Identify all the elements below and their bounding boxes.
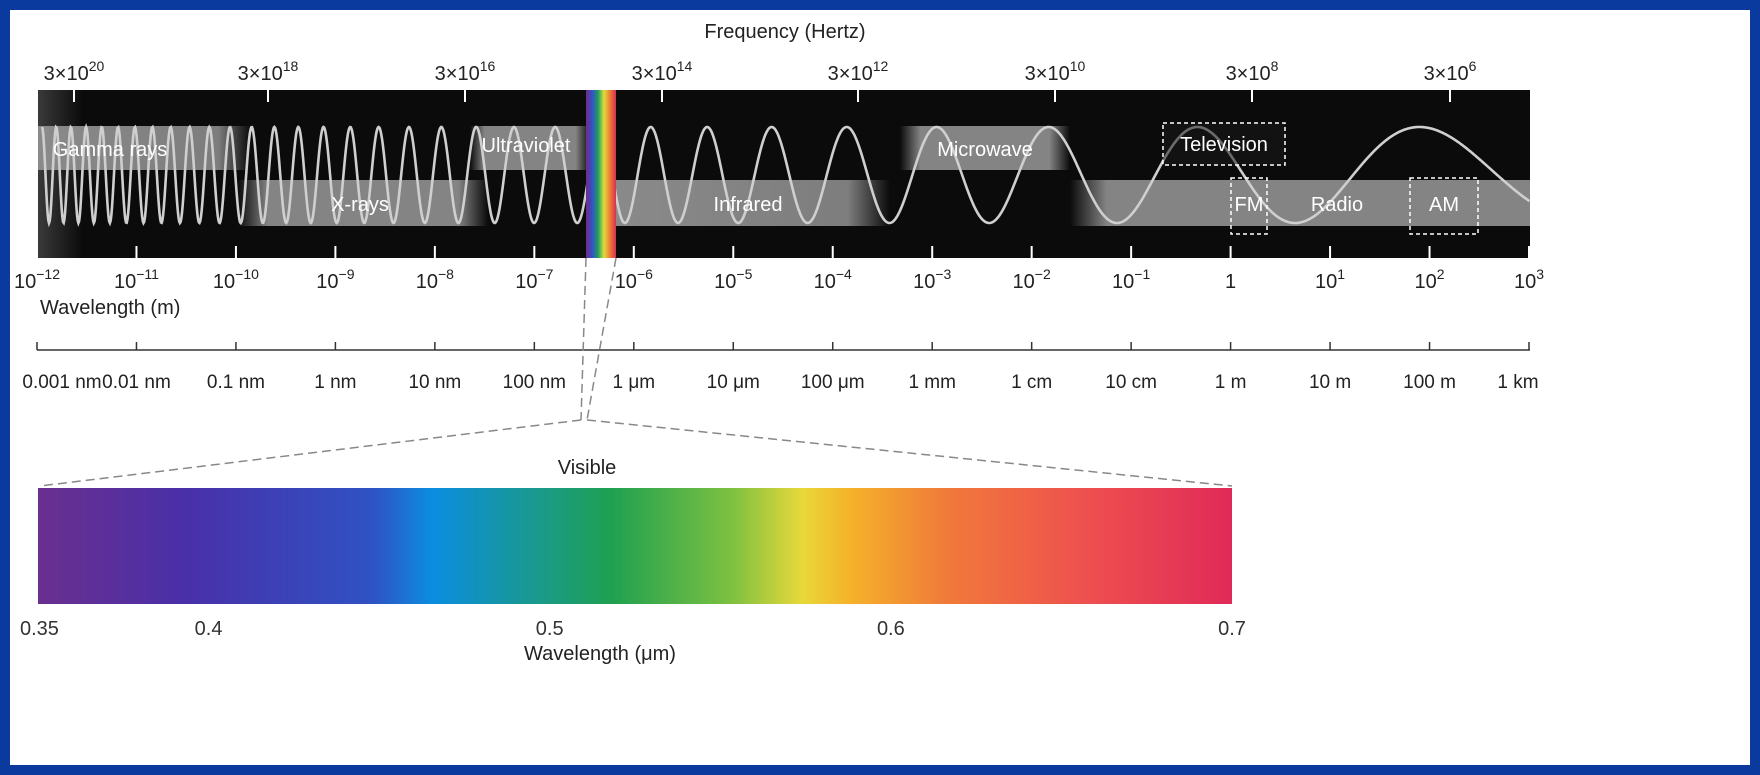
visible-title: Visible (558, 457, 617, 479)
visible-tick-labels: 0.35 0.4 0.5 0.6 0.7 (20, 618, 1246, 640)
frequency-tick-label: 3×1020 (44, 58, 105, 85)
radio-label: Radio (1311, 194, 1363, 216)
gamma-rays-label: Gamma rays (53, 139, 167, 161)
infrared-band (610, 180, 890, 226)
television-box (1162, 122, 1286, 166)
length-scale-label: 0.001 nm (22, 372, 101, 393)
length-scale-label: 1 nm (314, 372, 356, 393)
strip-bottom-ticks (36, 246, 1530, 258)
radio-band (1070, 180, 1530, 226)
ultraviolet-label: Ultraviolet (482, 135, 571, 157)
wavelength-tick-label: 10−8 (416, 266, 454, 293)
wavelength-tick-label: 10−7 (515, 266, 553, 293)
frequency-axis-title: Frequency (Hertz) (704, 21, 865, 43)
wavelength-tick-label: 10−6 (615, 266, 653, 293)
am-box (1409, 177, 1479, 235)
wavelength-tick-label: 103 (1514, 266, 1544, 293)
wavelength-tick-label: 10−2 (1013, 266, 1051, 293)
length-scale-label: 100 μm (801, 372, 865, 393)
visible-tick-label: 0.7 (1218, 618, 1246, 640)
visible-axis-title: Wavelength (μm) (524, 643, 676, 665)
length-scale-label: 1 m (1215, 372, 1247, 393)
length-scale-label: 10 μm (707, 372, 760, 393)
wavelength-tick-label: 10−4 (814, 266, 852, 293)
length-scale-label: 1 μm (612, 372, 655, 393)
frequency-tick-label: 3×1012 (828, 58, 889, 85)
strip-top-ticks (73, 90, 1451, 102)
wavelength-axis-title: Wavelength (m) (40, 297, 180, 319)
electromagnetic-spectrum-diagram: Frequency (Hertz) 3×1020 3×1018 3×1016 3×10… (14, 21, 1544, 665)
length-scale-label: 100 m (1403, 372, 1456, 393)
length-scale-label: 1 km (1497, 372, 1538, 393)
length-scale-label: 10 m (1309, 372, 1351, 393)
frequency-tick-labels: 3×1020 3×1018 3×1016 3×1014 3×1012 3×1010 3×10… (44, 58, 1477, 85)
length-scale-label: 10 cm (1105, 372, 1157, 393)
wavelength-tick-label: 1 (1225, 271, 1236, 293)
frequency-tick-label: 3×1016 (435, 58, 496, 85)
length-scale-label: 0.1 nm (207, 372, 265, 393)
zoom-guide-right-vertical (586, 257, 617, 421)
wavelength-tick-labels: 10−12 10−11 10−10 10−9 10−8 10−7 10−6 10−5 10−4 1… (14, 266, 1544, 293)
zoom-guide-left (39, 419, 582, 487)
zoom-guide-right (586, 419, 1233, 487)
am-label: AM (1429, 194, 1459, 216)
frequency-tick-label: 3×1018 (238, 58, 299, 85)
frequency-tick-label: 3×108 (1226, 58, 1279, 85)
zoom-guide-left-vertical (580, 257, 587, 421)
visible-tick-label: 0.6 (877, 618, 905, 640)
wavelength-tick-label: 102 (1415, 266, 1445, 293)
length-scale-label: 1 mm (908, 372, 956, 393)
wavelength-tick-label: 10−12 (14, 266, 60, 293)
microwave-label: Microwave (937, 139, 1033, 161)
wavelength-tick-label: 101 (1315, 266, 1345, 293)
spectrum-strip (38, 90, 1530, 258)
length-scale-label: 1 cm (1011, 372, 1052, 393)
wavelength-tick-label: 10−9 (316, 266, 354, 293)
visible-tick-label: 0.35 (20, 618, 59, 640)
length-scale-label: 100 nm (503, 372, 566, 393)
infrared-label: Infrared (714, 194, 783, 216)
fm-label: FM (1235, 194, 1264, 216)
wavelength-tick-label: 10−5 (714, 266, 752, 293)
frequency-tick-label: 3×1010 (1025, 58, 1086, 85)
ultraviolet-band (470, 126, 590, 170)
frequency-tick-label: 3×1014 (632, 58, 693, 85)
television-label: Television (1180, 134, 1268, 156)
fm-box (1230, 177, 1268, 235)
wavelength-tick-label: 10−10 (213, 266, 259, 293)
visible-tick-label: 0.5 (536, 618, 564, 640)
length-scale-label: 10 nm (408, 372, 461, 393)
wave-curve (40, 123, 1531, 228)
wavelength-tick-label: 10−1 (1112, 266, 1150, 293)
xrays-label: X-rays (331, 194, 389, 216)
wavelength-tick-label: 10−11 (114, 266, 159, 293)
visible-sliver (586, 90, 616, 258)
length-scale-ticks: 0.001 nm 0.01 nm 0.1 nm 1 nm 10 nm 100 nm 1 μm… (22, 342, 1539, 393)
visible-tick-label: 0.4 (195, 618, 223, 640)
visible-spectrum-bar (38, 488, 1232, 604)
frequency-tick-label: 3×106 (1424, 58, 1477, 85)
wavelength-tick-label: 10−3 (913, 266, 951, 293)
diagram-page: Frequency (Hertz) 3×1020 3×1018 3×1016 3×10… (10, 10, 1750, 765)
length-scale-label: 0.01 nm (102, 372, 171, 393)
